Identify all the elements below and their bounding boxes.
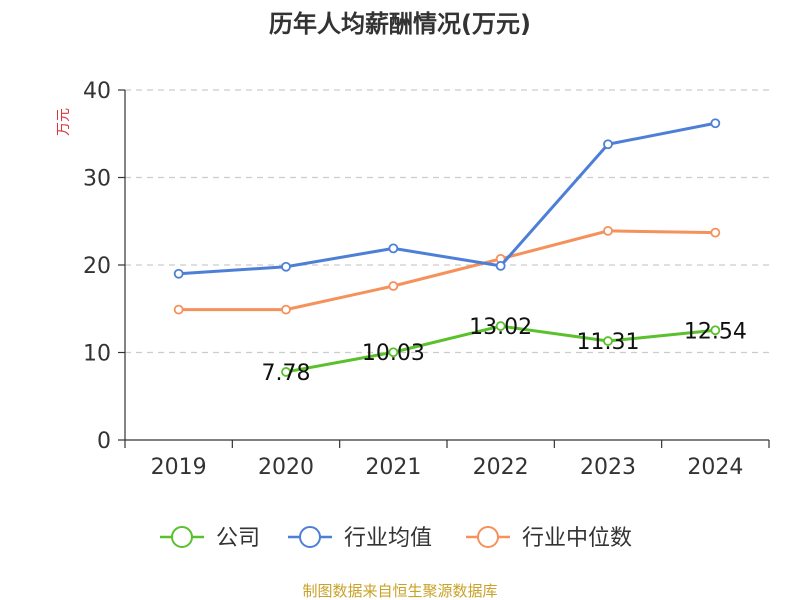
data-point bbox=[495, 260, 506, 271]
y-axis-label: 万元 bbox=[56, 108, 72, 136]
x-tick-label: 2020 bbox=[258, 455, 314, 480]
series-lines bbox=[173, 118, 721, 377]
y-tick-label: 40 bbox=[83, 79, 111, 104]
y-tick-label: 20 bbox=[83, 254, 111, 279]
data-point bbox=[388, 243, 399, 254]
data-label: 11.31 bbox=[577, 330, 640, 355]
data-label: 13.02 bbox=[469, 315, 532, 340]
x-tick-label: 2022 bbox=[473, 455, 529, 480]
x-tick-label: 2023 bbox=[580, 455, 636, 480]
data-point bbox=[388, 347, 399, 358]
chart-title: 历年人均薪酬情况(万元) bbox=[269, 10, 531, 38]
data-point bbox=[603, 336, 613, 346]
data-point bbox=[603, 139, 613, 150]
data-point bbox=[710, 227, 721, 238]
y-tick-label: 30 bbox=[83, 167, 111, 192]
data-point bbox=[173, 304, 184, 315]
series-line-2 bbox=[178, 229, 716, 312]
x-tick-label: 2019 bbox=[151, 455, 207, 480]
data-point bbox=[173, 268, 184, 279]
grid-lines bbox=[125, 89, 769, 354]
source-footnote: 制图数据来自恒生聚源数据库 bbox=[302, 582, 497, 600]
legend-marker bbox=[171, 526, 193, 548]
legend-label: 公司 bbox=[216, 526, 260, 551]
data-point bbox=[281, 367, 291, 377]
data-labels: 7.78 10.03 13.02 11.31 12.54 bbox=[262, 315, 747, 386]
data-point bbox=[388, 281, 399, 291]
data-point bbox=[710, 325, 721, 336]
data-point bbox=[281, 261, 291, 272]
axes: 0 10 20 30 40 2019 2020 2021 2022 2023 2024 bbox=[83, 79, 770, 480]
data-point bbox=[495, 321, 506, 331]
y-tick-label: 0 bbox=[97, 429, 111, 454]
data-point bbox=[603, 225, 613, 236]
legend-marker bbox=[299, 526, 321, 548]
data-label: 7.78 bbox=[262, 361, 311, 386]
data-label: 12.54 bbox=[684, 319, 747, 344]
legend-marker bbox=[477, 526, 499, 548]
legend-label: 行业均值 bbox=[344, 526, 432, 551]
series-line-1 bbox=[178, 121, 716, 276]
x-tick-label: 2021 bbox=[365, 455, 421, 480]
y-tick-label: 10 bbox=[83, 342, 111, 367]
data-point bbox=[710, 118, 721, 129]
x-tick-label: 2024 bbox=[687, 455, 743, 480]
legend-label: 行业中位数 bbox=[522, 526, 632, 551]
data-label: 10.03 bbox=[362, 341, 425, 366]
data-point bbox=[281, 304, 291, 315]
legend: 公司 行业均值 行业中位数 bbox=[160, 526, 632, 551]
